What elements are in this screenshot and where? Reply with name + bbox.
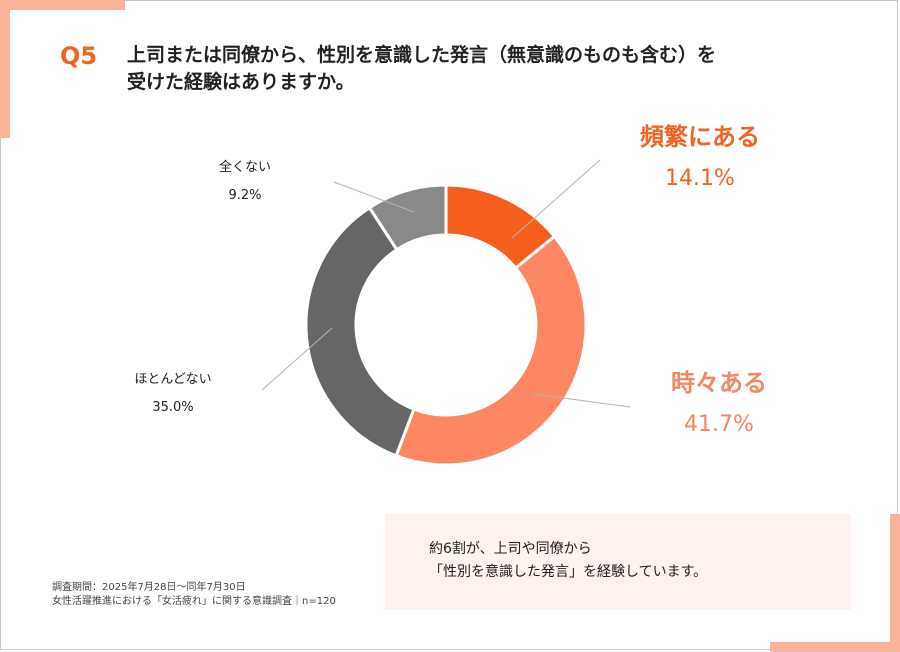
question-line-2: 受けた経験はありますか。: [127, 71, 355, 93]
question-text: 上司または同僚から、性別を意識した発言（無意識のものも含む）を 受けた経験はあり…: [127, 42, 827, 96]
question-number: Q5: [60, 42, 98, 70]
label-tokidoki-value: 41.7%: [684, 412, 754, 437]
donut-slices: [304, 183, 588, 467]
leader-line-zenzen: [333, 181, 415, 213]
slice-hotondo: [304, 205, 416, 458]
summary-line-2: 「性別を意識した発言」を経験しています。: [429, 564, 708, 580]
leader-lines: [261, 159, 631, 408]
corner-decoration-top-left: [0, 0, 125, 10]
survey-title: 女性活躍推進における「女活疲れ」に関する意識調査｜n=120: [52, 596, 336, 607]
label-hotondo-value: 35.0%: [152, 400, 194, 415]
leader-line-hinpan: [511, 159, 601, 239]
label-hinpan-name: 頻繁にある: [640, 123, 760, 151]
label-hinpan-value: 14.1%: [665, 166, 735, 191]
summary-text: 約6割が、上司や同僚から 「性別を意識した発言」を経験しています。: [429, 538, 707, 584]
label-zenzen-name: 全くない: [218, 160, 271, 175]
slice-tokidoki: [394, 234, 588, 467]
label-hinpan: 頻繁にある 14.1%: [630, 122, 770, 194]
leader-line-tokidoki: [532, 393, 631, 408]
question-line-1: 上司または同僚から、性別を意識した発言（無意識のものも含む）を: [127, 44, 717, 66]
summary-callout: 約6割が、上司や同僚から 「性別を意識した発言」を経験しています。: [385, 514, 851, 610]
survey-footnote: 調査期間：2025年7月28日～同年7月30日 女性活躍推進における「女活疲れ」…: [52, 581, 336, 609]
corner-decoration-bottom-right-vertical: [890, 514, 900, 652]
label-zenzen-value: 9.2%: [228, 188, 262, 203]
label-hotondo-name: ほとんどない: [134, 372, 212, 387]
label-tokidoki: 時々ある 41.7%: [664, 368, 774, 440]
label-zenzen: 全くない 9.2%: [200, 158, 290, 206]
leader-line-hotondo: [261, 327, 333, 391]
label-hotondo: ほとんどない 35.0%: [118, 370, 228, 418]
corner-decoration-bottom-right: [770, 642, 900, 652]
survey-period: 調査期間：2025年7月28日～同年7月30日: [52, 582, 246, 593]
summary-line-1: 約6割が、上司や同僚から: [429, 541, 592, 557]
corner-decoration-top-left-vertical: [0, 0, 10, 138]
slice-zenzen: [367, 183, 448, 252]
label-tokidoki-name: 時々ある: [671, 369, 767, 397]
